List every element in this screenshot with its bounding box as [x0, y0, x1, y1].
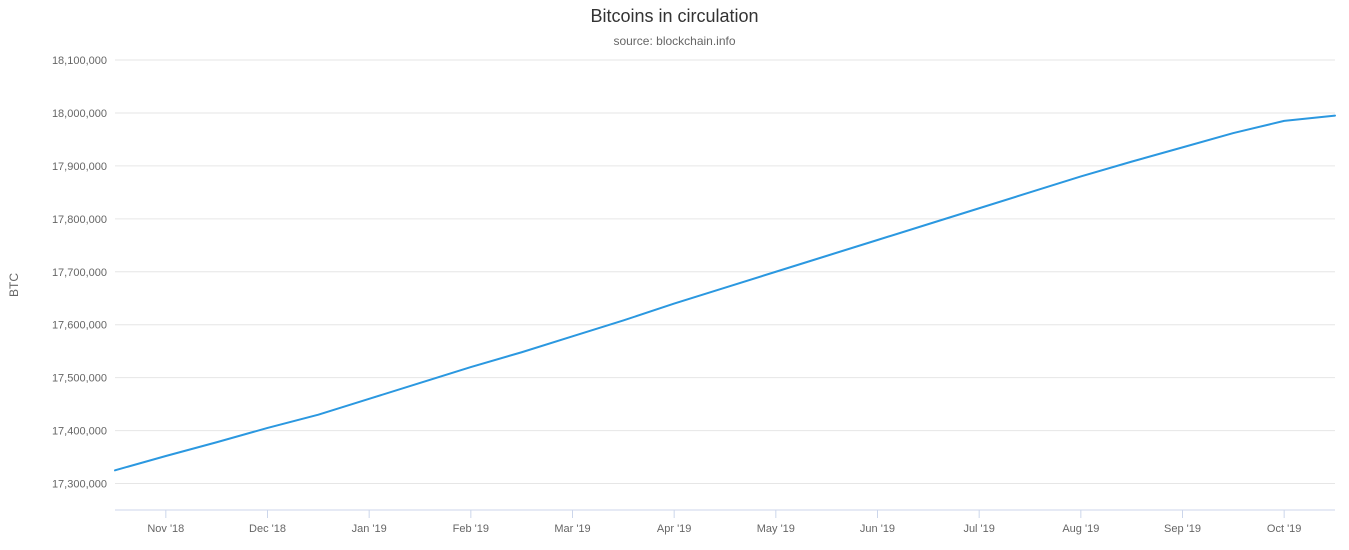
y-tick-label: 17,500,000 — [52, 373, 107, 385]
y-tick-label: 18,000,000 — [52, 108, 107, 120]
y-tick-label: 17,600,000 — [52, 320, 107, 332]
x-tick-label: Jun '19 — [860, 523, 895, 535]
series-line — [115, 116, 1335, 471]
y-tick-label: 18,100,000 — [52, 55, 107, 67]
y-tick-label: 17,700,000 — [52, 267, 107, 279]
x-tick-label: Jul '19 — [963, 523, 994, 535]
chart-container: Bitcoins in circulation source: blockcha… — [0, 0, 1349, 550]
y-tick-label: 17,800,000 — [52, 214, 107, 226]
x-tick-label: Dec '18 — [249, 523, 286, 535]
data-series — [115, 116, 1335, 471]
x-tick-label: Nov '18 — [147, 523, 184, 535]
x-tick-label: Sep '19 — [1164, 523, 1201, 535]
y-tick-label: 17,300,000 — [52, 479, 107, 491]
x-axis: Nov '18 Dec '18 Jan '19 Feb '19 Mar '19 Apr '… — [115, 510, 1335, 535]
chart-subtitle: source: blockchain.info — [0, 34, 1349, 48]
x-tick-label: Feb '19 — [453, 523, 489, 535]
x-tick-label: Apr '19 — [657, 523, 692, 535]
y-axis-label-text: BTC — [7, 273, 21, 297]
x-tick-label: Aug '19 — [1062, 523, 1099, 535]
chart-svg: 17,300,000 17,400,000 17,500,000 17,600,000… — [0, 0, 1349, 550]
y-axis: 17,300,000 17,400,000 17,500,000 17,600,000… — [52, 55, 107, 491]
x-tick-label: May '19 — [757, 523, 795, 535]
chart-title: Bitcoins in circulation — [0, 6, 1349, 27]
y-tick-label: 17,900,000 — [52, 161, 107, 173]
x-tick-label: Oct '19 — [1267, 523, 1302, 535]
x-tick-label: Jan '19 — [352, 523, 387, 535]
y-tick-label: 17,400,000 — [52, 426, 107, 438]
x-tick-label: Mar '19 — [554, 523, 590, 535]
y-axis-label: BTC — [7, 273, 21, 297]
